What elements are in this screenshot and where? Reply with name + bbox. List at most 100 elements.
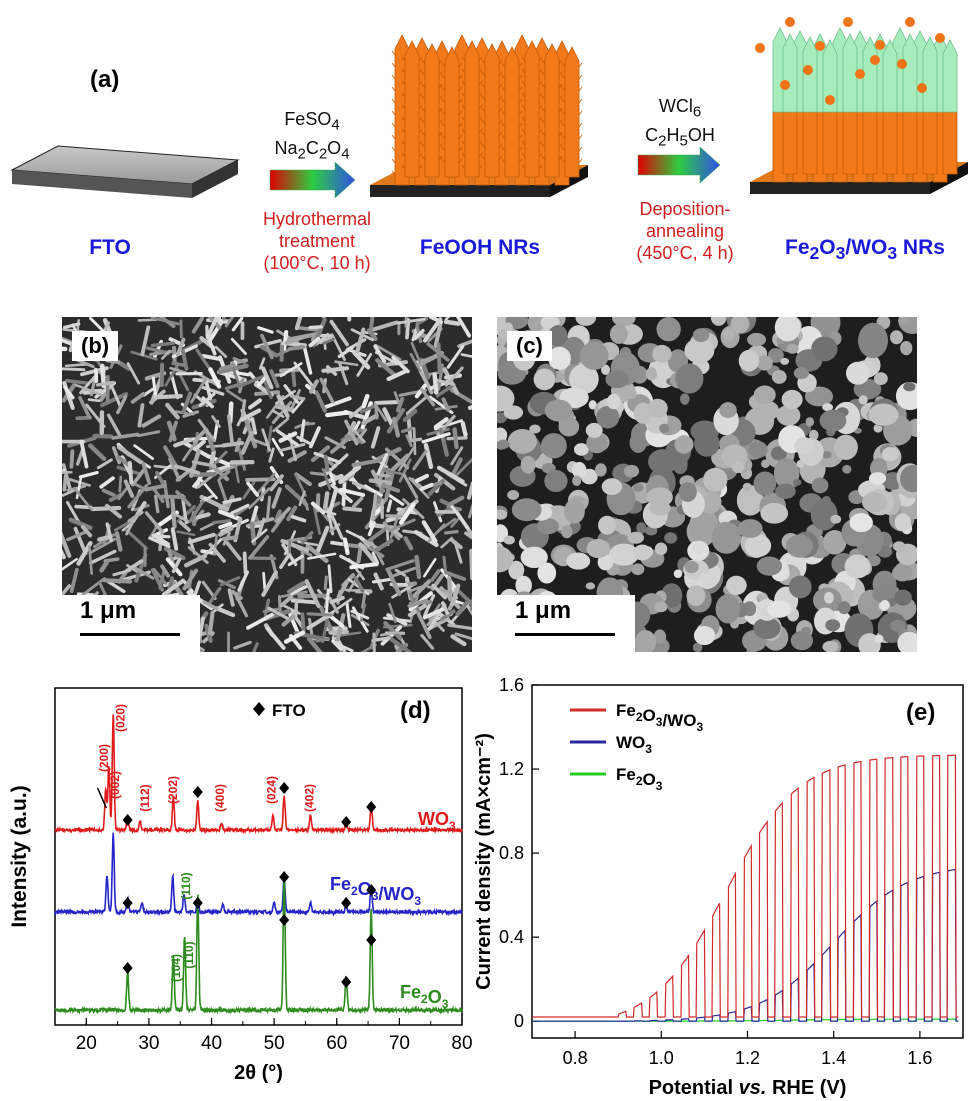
wo3-segment — [882, 39, 898, 113]
sem-particle — [900, 340, 913, 356]
sem-nanorod — [150, 341, 175, 348]
nanoparticle — [855, 69, 865, 79]
rod-spike — [481, 143, 503, 149]
step1-reagents: FeSO4 Na2C2O4 — [274, 109, 350, 163]
sem-particle — [612, 317, 636, 327]
sem-particle — [900, 464, 917, 493]
sem-particle — [811, 477, 829, 494]
sem-nanorod — [436, 342, 442, 374]
sem-particle — [646, 487, 673, 507]
jv-chart: 0.8 1.0 1.2 1.4 1.6 0 0.4 0.8 1.2 1.6 Potential vs… — [473, 675, 964, 1099]
sem-particle — [868, 403, 899, 426]
sem-nanorod — [361, 592, 367, 609]
sem-particle — [508, 560, 525, 580]
sem-nanorod — [142, 386, 156, 397]
sem-nanorod — [269, 474, 284, 492]
sem-nanorod — [127, 510, 144, 523]
sem-nanorod — [438, 427, 449, 457]
sem-nanorod — [449, 457, 463, 479]
sem-nanorod — [144, 483, 167, 492]
sem-nanorod — [374, 538, 394, 552]
sem-nanorod — [426, 427, 450, 436]
sem-nanorod — [359, 603, 367, 622]
sem-nanorod — [79, 374, 98, 395]
sem-nanorod — [202, 600, 219, 611]
sem-nanorod — [450, 505, 470, 530]
x-tick-label: 1.0 — [649, 1048, 674, 1068]
sem-particle — [898, 317, 909, 325]
sem-nanorod — [269, 369, 280, 389]
sem-nanorod — [208, 367, 222, 389]
sem-nanorod — [388, 518, 416, 533]
sem-nanorod — [412, 449, 428, 471]
sem-nanorod — [187, 532, 216, 545]
sem-particle — [497, 427, 508, 443]
sem-particle — [609, 324, 628, 344]
sem-nanorod — [455, 587, 472, 607]
sem-nanorod — [231, 317, 244, 332]
sem-nanorod — [450, 634, 467, 647]
rod-spike — [521, 140, 543, 146]
sem-particle — [692, 328, 710, 342]
sem-particle — [601, 478, 623, 496]
sem-nanorod — [165, 402, 180, 420]
rod-spike — [461, 104, 483, 110]
sem-nanorod — [171, 557, 182, 574]
sem-nanorod — [256, 374, 268, 388]
rod-spike — [521, 80, 543, 86]
rod-spike — [461, 92, 483, 98]
sem-particle — [497, 546, 514, 573]
sem-nanorod — [446, 344, 465, 369]
sem-nanorod — [302, 498, 310, 511]
rod-spike — [541, 95, 563, 101]
sem-nanorod — [76, 592, 95, 597]
sem-particle — [753, 385, 776, 405]
sem-particle — [770, 446, 787, 461]
plot-frame — [531, 684, 964, 1039]
rod-spike — [481, 71, 503, 77]
sem-nanorod — [450, 583, 461, 607]
sem-particle — [540, 433, 567, 459]
rod-spike — [461, 68, 483, 74]
sem-nanorod — [222, 317, 226, 321]
arrow-1 — [269, 161, 356, 199]
sem-nanorod — [114, 531, 123, 552]
rod-spike — [561, 146, 583, 152]
wo3-segment — [922, 36, 938, 113]
sem-nanorod — [454, 632, 472, 641]
rod-spike — [421, 71, 443, 77]
sem-nanorod — [187, 546, 209, 564]
sem-nanorod — [218, 469, 231, 480]
sem-particle — [845, 361, 870, 385]
fe2o3-segment — [842, 111, 858, 175]
sem-nanorod — [460, 420, 468, 437]
sem-nanorod — [356, 547, 363, 564]
fto-marker — [279, 871, 290, 883]
sem-particle — [511, 498, 542, 522]
sem-nanorod — [406, 585, 422, 594]
sem-nanorod — [281, 614, 296, 627]
sem-nanorod — [361, 393, 370, 409]
sem-nanorod — [382, 616, 411, 623]
sem-particle — [558, 417, 580, 437]
sem-particle — [742, 482, 752, 492]
sem-nanorod — [262, 571, 267, 591]
rod-spike — [441, 98, 463, 104]
sem-nanorod — [130, 467, 147, 487]
sem-particle — [903, 382, 916, 392]
sem-nanorod — [296, 435, 311, 445]
step2-process: Deposition- annealing (450°C, 4 h) — [636, 199, 734, 263]
sem-nanorod — [323, 454, 330, 472]
sem-nanorod — [431, 583, 447, 600]
wo3-segment — [782, 33, 798, 113]
sem-nanorod — [207, 610, 215, 636]
sem-particle — [680, 393, 690, 405]
sem-nanorod — [227, 414, 234, 445]
sem-nanorod — [171, 511, 190, 523]
rod-spike — [521, 152, 543, 158]
sem-nanorod — [250, 417, 258, 435]
sem-nanorod — [442, 555, 448, 575]
sem-nanorod — [99, 559, 110, 573]
rod-spike — [401, 104, 423, 110]
sem-nanorod — [398, 502, 416, 525]
